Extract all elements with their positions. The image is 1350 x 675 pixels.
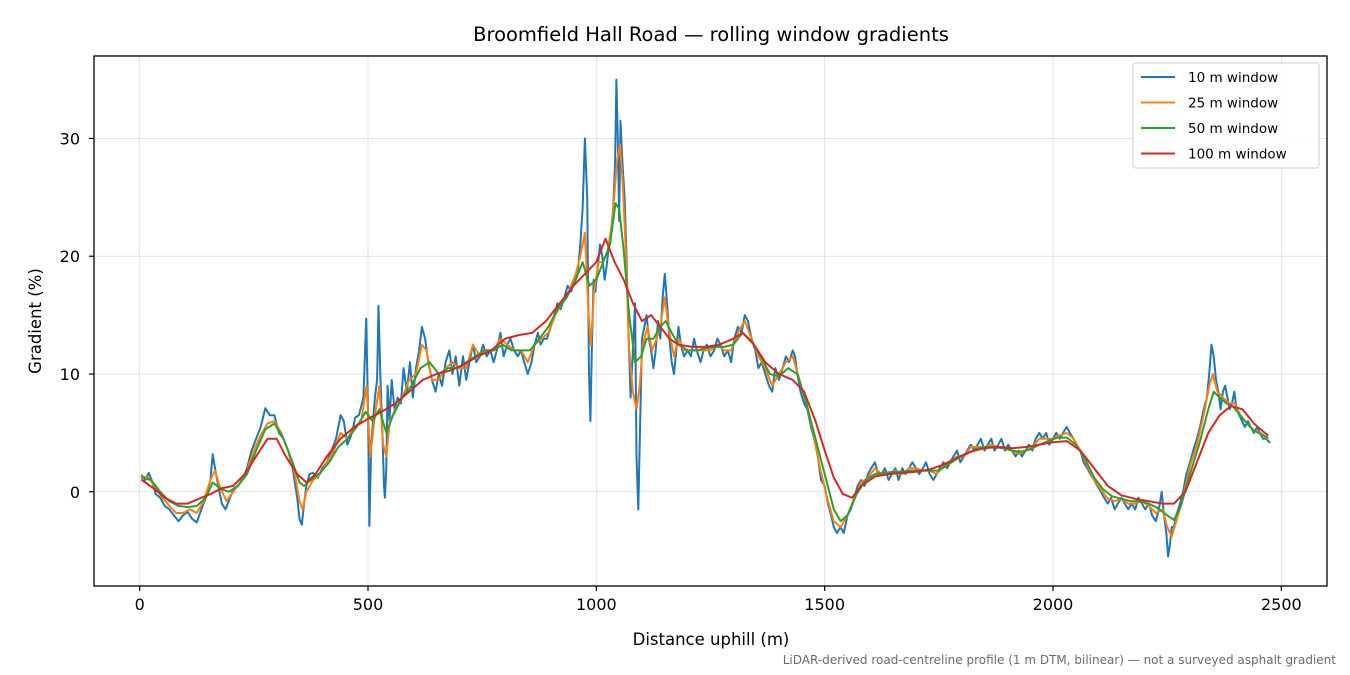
series-line-1 [140,143,1269,538]
x-tick-label-1: 500 [353,595,384,614]
legend: 10 m window 25 m window 50 m window 100 m w… [1132,62,1320,169]
y-tick-label-2: 20 [60,247,80,266]
legend-box [1132,62,1320,169]
legend-entry-0: 10 m window [1188,70,1278,86]
series-line-3 [140,237,1269,505]
y-tick-label-1: 10 [60,365,80,384]
legend-entry-3: 100 m window [1188,147,1287,163]
x-tick-label-5: 2500 [1261,595,1302,614]
x-axis-label: Distance uphill (m) [633,630,790,649]
legend-entry-2: 50 m window [1188,121,1278,137]
chart-title: Broomfield Hall Road — rolling window gr… [473,23,949,46]
x-tick-label-2: 1000 [576,595,617,614]
x-tick-label-0: 0 [135,595,145,614]
footnote: LiDAR-derived road-centreline profile (1… [783,653,1337,667]
series-line-2 [140,202,1269,523]
y-tick-label-0: 0 [70,483,80,502]
legend-entry-1: 25 m window [1188,96,1278,112]
y-axis-label: Gradient (%) [26,268,45,374]
x-tick-label-3: 1500 [804,595,845,614]
y-tick-label-3: 30 [60,129,80,148]
axis-ticks: 0 500 1000 1500 2000 2500 0 10 20 30 [60,129,1302,614]
series-lines [140,78,1271,558]
x-tick-label-4: 2000 [1033,595,1074,614]
plot-frame [93,55,1328,587]
